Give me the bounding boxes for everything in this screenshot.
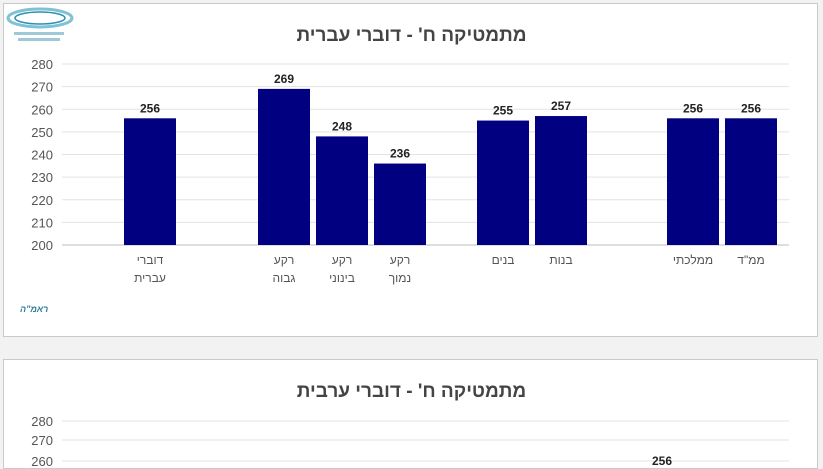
data-label: 256 (741, 101, 761, 115)
y-tick-label: 280 (31, 414, 53, 429)
bar (667, 118, 719, 245)
x-tick-label: רקע (332, 253, 352, 267)
data-label: 248 (332, 119, 352, 133)
data-label: 256 (683, 101, 703, 115)
y-tick-label: 270 (31, 433, 53, 448)
y-tick-label: 270 (31, 80, 53, 95)
x-tick-label: ממ"ד (737, 253, 764, 267)
chart-plot: 200 210 220 230 240 250 260 270 280 256 דוברי עברית… (31, 57, 789, 285)
bar (124, 118, 176, 245)
bar (535, 116, 587, 245)
x-tick-label: בנים (492, 253, 515, 267)
data-label: 236 (390, 147, 410, 161)
data-label: 256 (652, 454, 672, 468)
x-tick-label: דוברי (137, 253, 164, 267)
chart-title-arabic: מתמטיקה ח' - דוברי ערבית (296, 381, 527, 402)
bar (316, 136, 368, 245)
data-label: 256 (140, 101, 160, 115)
chart-panel-arabic: מתמטיקה ח' - דוברי ערבית 260 270 280 256 (3, 359, 818, 469)
x-tick-label: רקע (390, 253, 410, 267)
bar (725, 118, 777, 245)
x-tick-label: בנות (549, 253, 572, 267)
rama-logo-icon (6, 7, 74, 41)
y-tick-label: 220 (31, 193, 53, 208)
data-label: 269 (274, 72, 294, 86)
bar (477, 120, 529, 245)
x-tick-label: בינוני (329, 271, 355, 285)
x-tick-label: עברית (134, 271, 166, 285)
data-label: 255 (493, 104, 513, 118)
logo-text: ראמ"ה (20, 304, 49, 314)
x-tick-label: ממלכתי (673, 253, 713, 267)
y-tick-label: 210 (31, 215, 53, 230)
y-tick-label: 260 (31, 102, 53, 117)
bar (258, 88, 310, 245)
y-tick-label: 280 (31, 57, 53, 72)
bar (374, 163, 426, 245)
chart-title: מתמטיקה ח' - דוברי עברית (296, 25, 527, 46)
x-tick-label: גבוה (273, 271, 296, 285)
x-tick-label: נמוך (389, 271, 411, 285)
y-tick-label: 230 (31, 170, 53, 185)
x-tick-label: רקע (274, 253, 294, 267)
data-label: 257 (551, 99, 571, 113)
y-tick-label: 250 (31, 125, 53, 140)
chart-panel-hebrew: מתמטיקה ח' - דוברי עברית 200 210 220 230 240… (3, 3, 818, 337)
y-tick-label: 200 (31, 238, 53, 253)
y-tick-label: 240 (31, 148, 53, 163)
